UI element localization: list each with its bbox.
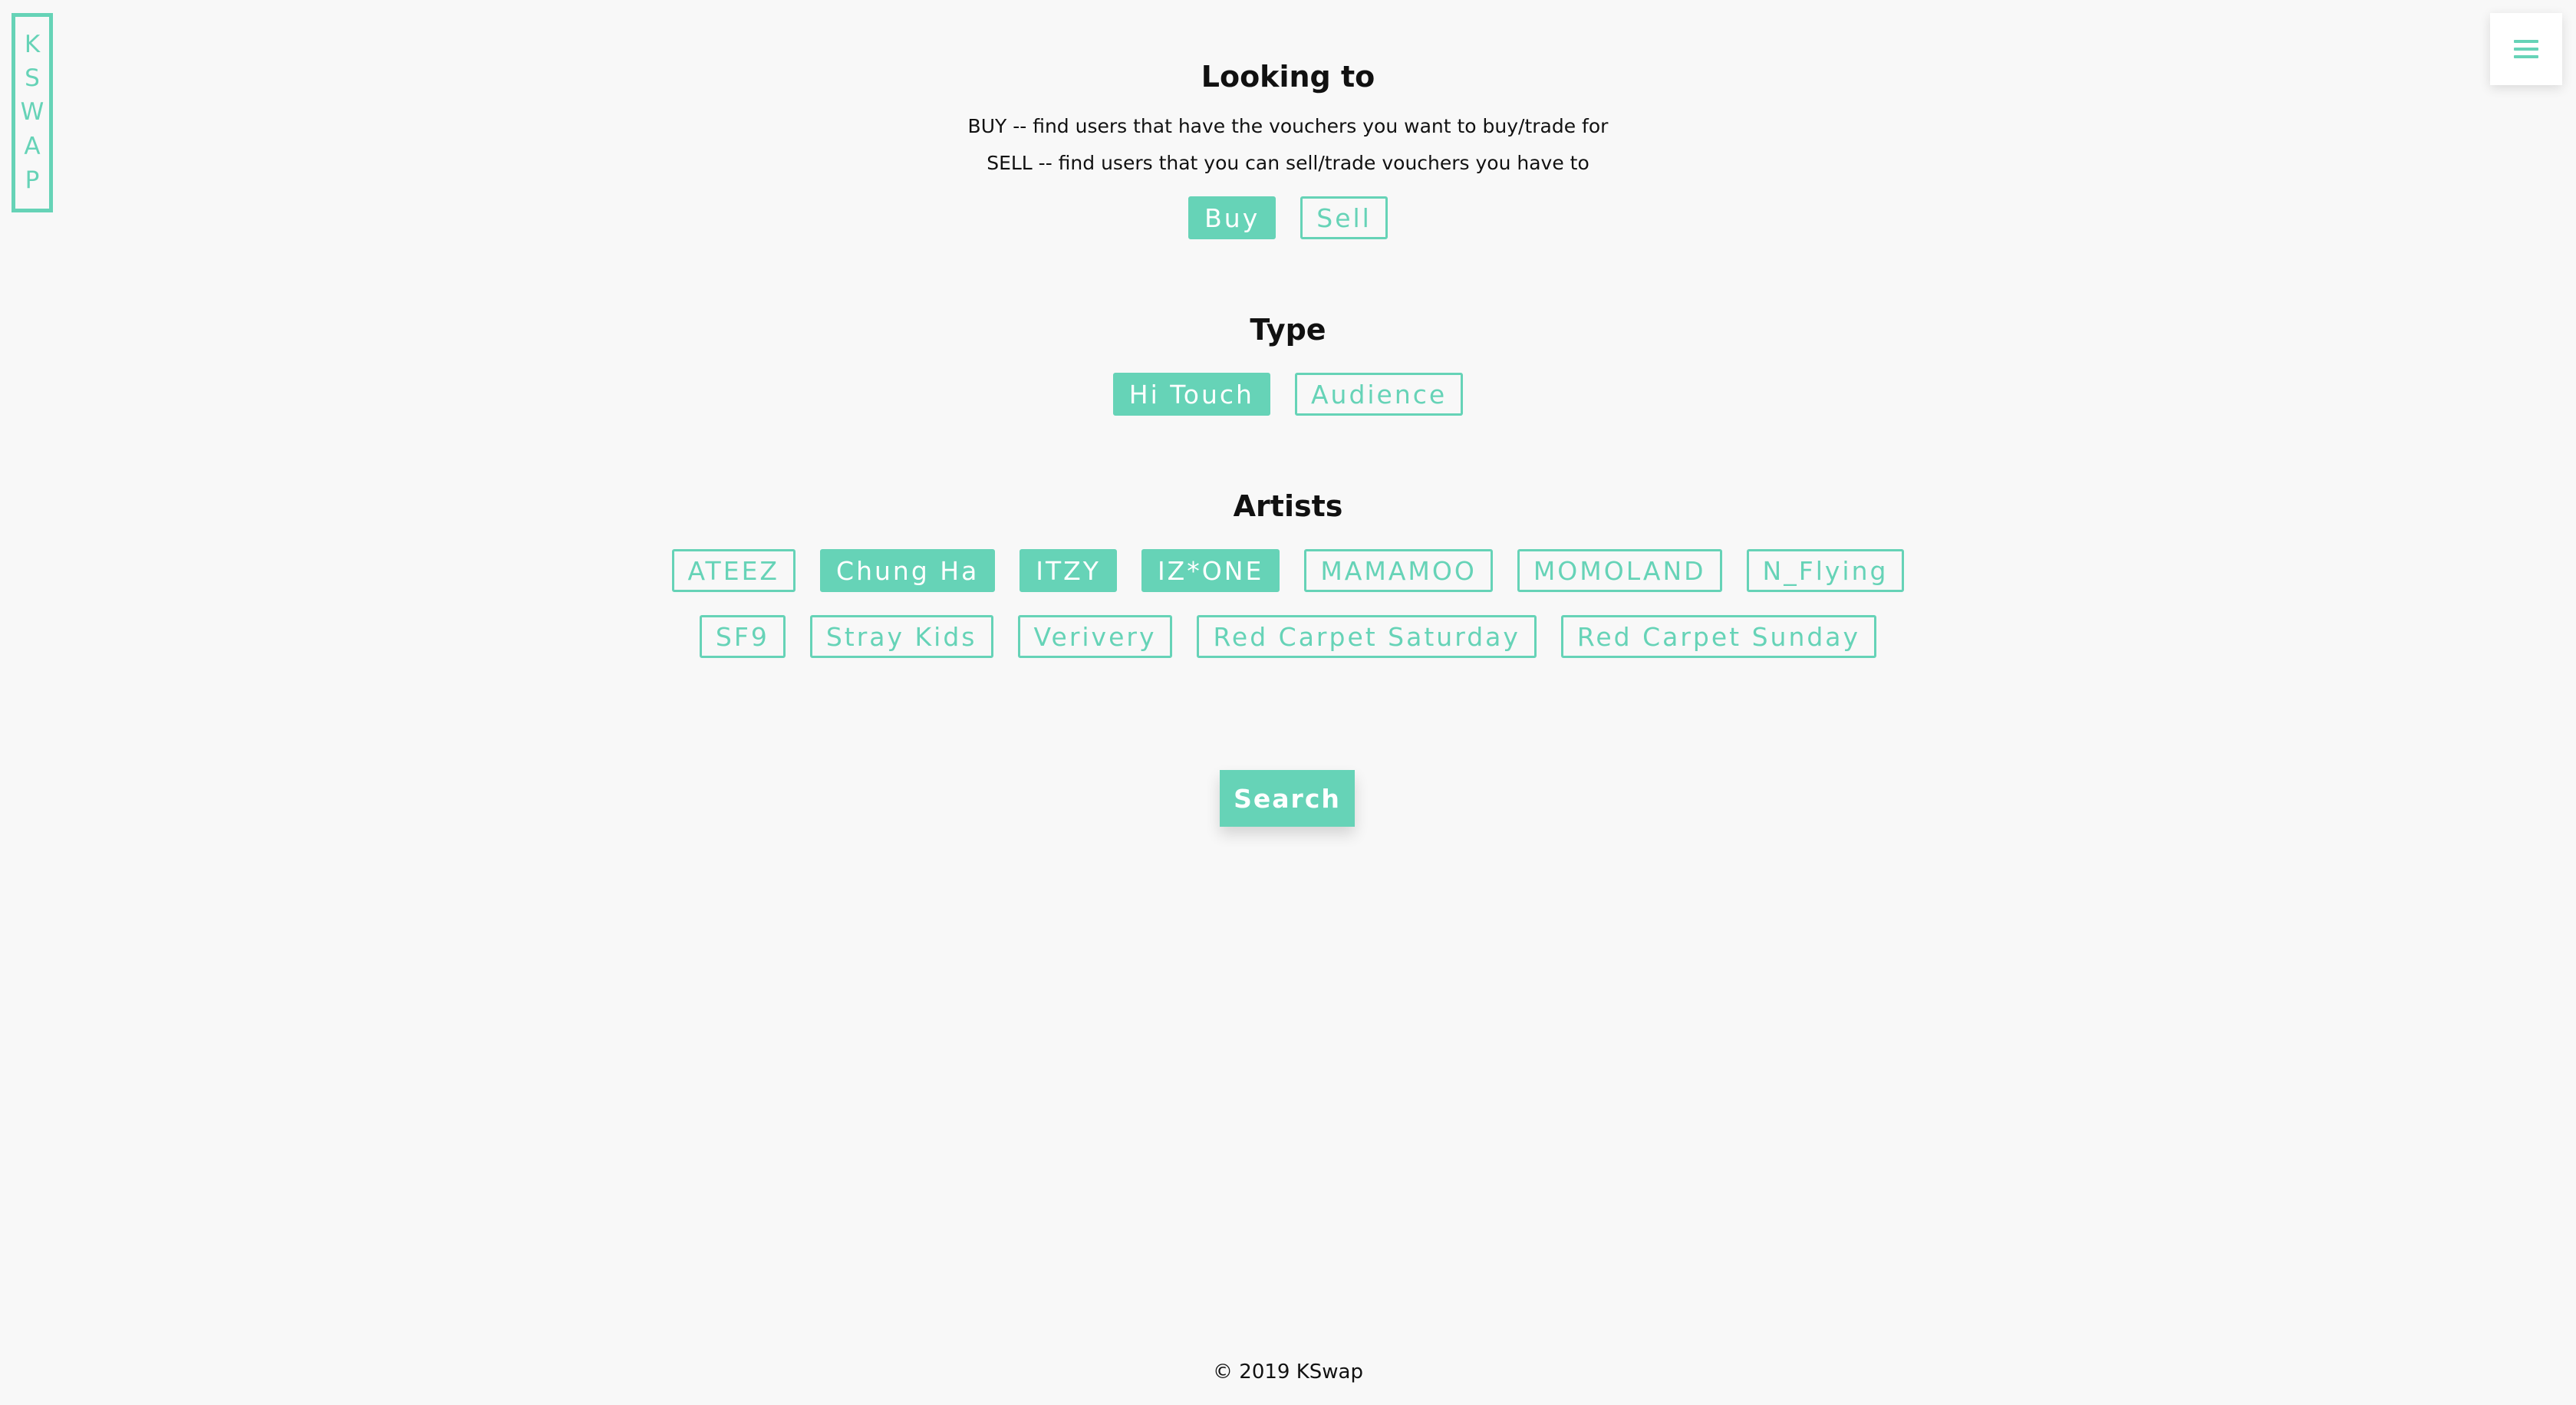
footer-copyright: © 2019 KSwap xyxy=(1213,1361,1363,1384)
type-options: Hi Touch Audience xyxy=(0,373,2576,416)
hi-touch-button[interactable]: Hi Touch xyxy=(1112,373,1270,416)
logo-letter-s: S xyxy=(25,64,40,93)
looking-to-title: Looking to xyxy=(1201,60,1375,94)
audience-button[interactable]: Audience xyxy=(1294,373,1464,416)
search-button[interactable]: Search xyxy=(1220,770,1355,827)
artist-chung-ha-button[interactable]: Chung Ha xyxy=(820,549,996,592)
artist-ateez-button[interactable]: ATEEZ xyxy=(671,549,796,592)
logo-letter-a: A xyxy=(24,132,41,160)
artist-n-flying-button[interactable]: N_Flying xyxy=(1746,549,1905,592)
buy-description: BUY -- find users that have the vouchers… xyxy=(967,115,1609,137)
red-carpet-saturday-button[interactable]: Red Carpet Saturday xyxy=(1197,615,1537,658)
artist-stray-kids-button[interactable]: Stray Kids xyxy=(809,615,993,658)
artist-momoland-button[interactable]: MOMOLAND xyxy=(1517,549,1722,592)
hamburger-menu-icon xyxy=(2514,40,2538,58)
artists-row-1: ATEEZ Chung Ha ITZY IZ*ONE MAMAMOO MOMOL… xyxy=(0,549,2576,592)
sell-button[interactable]: Sell xyxy=(1300,196,1388,239)
artist-mamamoo-button[interactable]: MAMAMOO xyxy=(1304,549,1493,592)
buy-button[interactable]: Buy xyxy=(1188,196,1276,239)
artists-row-2: SF9 Stray Kids Verivery Red Carpet Satur… xyxy=(0,615,2576,658)
kswap-logo[interactable]: K S W A P xyxy=(12,13,53,212)
artists-title: Artists xyxy=(1233,489,1343,523)
type-title: Type xyxy=(1250,313,1326,347)
logo-letter-k: K xyxy=(24,31,41,59)
artist-sf9-button[interactable]: SF9 xyxy=(699,615,786,658)
artist-izone-button[interactable]: IZ*ONE xyxy=(1141,549,1280,592)
looking-to-options: Buy Sell xyxy=(0,196,2576,239)
logo-letter-w: W xyxy=(20,98,44,127)
menu-button[interactable] xyxy=(2490,13,2562,85)
logo-letter-p: P xyxy=(25,166,40,194)
artist-itzy-button[interactable]: ITZY xyxy=(1020,549,1117,592)
sell-description: SELL -- find users that you can sell/tra… xyxy=(987,152,1589,174)
artist-verivery-button[interactable]: Verivery xyxy=(1017,615,1173,658)
red-carpet-sunday-button[interactable]: Red Carpet Sunday xyxy=(1560,615,1877,658)
